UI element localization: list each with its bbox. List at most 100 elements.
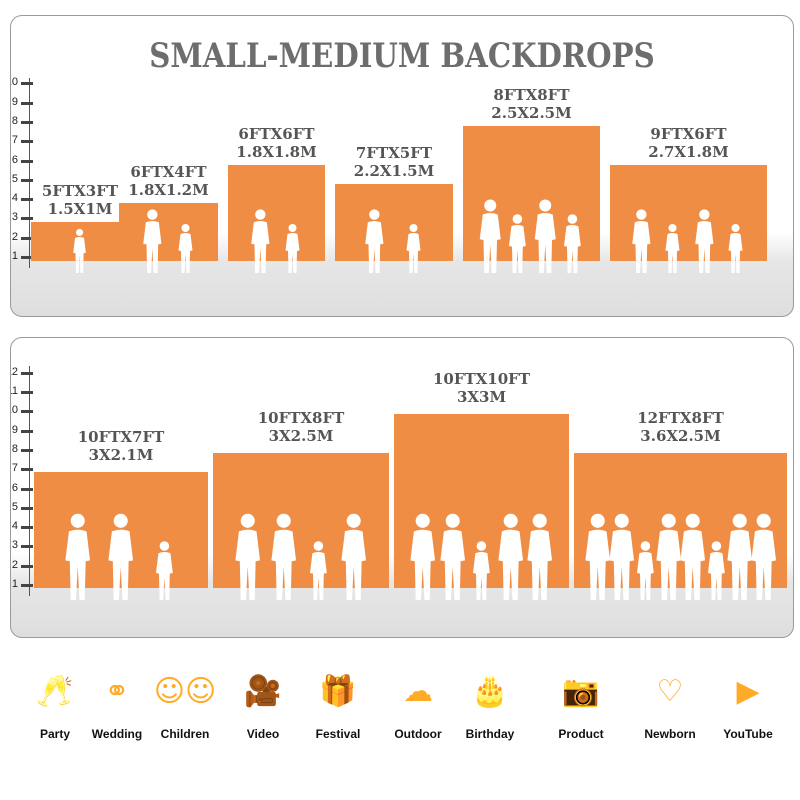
height-scale	[29, 366, 30, 596]
backdrop-label: 8FTX8FT 2.5X2.5M	[463, 86, 600, 122]
person-silhouette	[751, 513, 776, 600]
person-silhouette	[695, 209, 714, 273]
scale-tick: 1	[11, 250, 41, 266]
person-silhouette	[178, 223, 192, 273]
size-feet: 12FTX8FT	[637, 408, 724, 427]
scale-tick: 4	[11, 192, 41, 208]
scale-tick: 11	[11, 385, 41, 401]
scale-tick: 10	[11, 76, 41, 92]
tick-mark	[21, 410, 33, 414]
person-silhouette	[365, 209, 384, 273]
play-icon: ▶	[736, 673, 760, 709]
use-label: Product	[558, 727, 604, 741]
scale-tick: 7	[11, 462, 41, 478]
size-meters: 1.5X1M	[47, 200, 113, 219]
scale-tick: 1	[11, 578, 41, 594]
tick-label: 7	[11, 134, 18, 147]
size-meters: 2.5X2.5M	[491, 103, 572, 122]
person-silhouette	[728, 224, 743, 273]
tick-label: 3	[11, 211, 18, 224]
tick-mark	[21, 506, 33, 510]
use-label: Video	[246, 727, 280, 741]
size-feet: 10FTX7FT	[77, 428, 165, 447]
tick-label: 6	[11, 481, 18, 494]
size-meters: 2.2X1.5M	[353, 161, 435, 180]
tick-label: 9	[11, 95, 18, 108]
person-silhouette	[656, 513, 681, 600]
person-silhouette	[73, 228, 87, 273]
height-scale	[29, 78, 30, 268]
tick-label: 11	[11, 385, 18, 397]
person-silhouette	[108, 513, 134, 600]
baby-onesie-icon: ♡	[656, 673, 684, 709]
person-silhouette	[271, 513, 296, 600]
scale-tick: 6	[11, 482, 41, 498]
tick-label: 1	[11, 250, 18, 262]
size-meters: 1.8X1.8M	[236, 142, 317, 161]
person-silhouette	[585, 513, 610, 600]
tick-mark	[21, 256, 33, 259]
tick-mark	[21, 140, 33, 144]
person-silhouette	[156, 541, 173, 600]
video-camera-icon: 🎥	[244, 673, 282, 709]
person-silhouette	[251, 209, 270, 273]
backdrop-rect	[335, 183, 453, 273]
tick-label: 2	[11, 230, 18, 243]
backdrop-label: 10FTX7FT 3X2.1M	[34, 428, 208, 464]
tick-label: 10	[11, 404, 18, 417]
size-feet: 9FTX6FT	[650, 124, 727, 143]
tick-mark	[21, 217, 33, 221]
use-outdoor: ☁ Outdoor	[383, 665, 453, 742]
size-meters: 2.7X1.8M	[648, 142, 729, 161]
use-label: Outdoor	[394, 727, 442, 741]
person-silhouette	[473, 541, 490, 600]
tick-label: 2	[11, 558, 18, 571]
use-label: Children	[160, 727, 210, 741]
person-silhouette	[310, 541, 327, 600]
cloud-icon: ☁	[403, 673, 433, 709]
tick-label: 12	[11, 365, 18, 378]
use-label: Festival	[315, 727, 361, 741]
person-silhouette	[406, 223, 421, 273]
use-wedding: ⚭ Wedding	[82, 665, 152, 742]
backdrop-rect	[34, 472, 208, 600]
size-meters: 3X2.1M	[88, 446, 154, 465]
champagne-glasses-icon: 🥂	[36, 673, 74, 709]
scale-tick: 2	[11, 231, 41, 247]
person-silhouette	[632, 209, 651, 273]
scale-tick: 6	[11, 154, 41, 170]
person-silhouette	[410, 513, 436, 600]
backdrop-rect	[31, 222, 129, 273]
person-silhouette	[564, 214, 581, 273]
backdrop-label: 9FTX6FT 2.7X1.8M	[610, 125, 767, 161]
tick-mark	[21, 236, 33, 240]
use-product: 📷 Product	[546, 665, 616, 742]
tick-mark	[21, 545, 33, 549]
scale-tick: 3	[11, 539, 41, 555]
large-panel: 12345678910111210FTX7FT3X2.1M10FTX8FT3X2…	[10, 337, 794, 638]
size-feet: 8FTX8FT	[493, 85, 570, 104]
use-party: 🥂 Party	[20, 665, 90, 742]
size-meters: 1.8X1.2M	[128, 181, 209, 200]
person-silhouette	[707, 541, 725, 600]
tick-label: 8	[11, 442, 18, 455]
backdrop-rect	[119, 203, 218, 273]
person-silhouette	[727, 513, 752, 600]
children-faces-icon: ☺☺	[153, 673, 217, 709]
tick-mark	[21, 584, 33, 587]
tick-mark	[21, 120, 33, 124]
tick-mark	[21, 564, 33, 568]
tick-mark	[21, 429, 33, 433]
wedding-couple-icon: ⚭	[104, 673, 130, 709]
tick-mark	[21, 82, 33, 86]
use-label: YouTube	[723, 727, 773, 741]
tick-label: 3	[11, 539, 18, 552]
use-label: Party	[39, 727, 71, 741]
person-silhouette	[509, 214, 527, 273]
backdrop-rect	[574, 452, 787, 600]
size-meters: 3X3M	[456, 388, 507, 407]
tick-label: 4	[11, 192, 18, 205]
scale-tick: 3	[11, 211, 41, 227]
use-label: Newborn	[644, 727, 696, 741]
small-medium-panel: SMALL-MEDIUM BACKDROPS 1 2 3 4 5 6 7 8 9 10 5FTX3F…	[10, 15, 794, 317]
